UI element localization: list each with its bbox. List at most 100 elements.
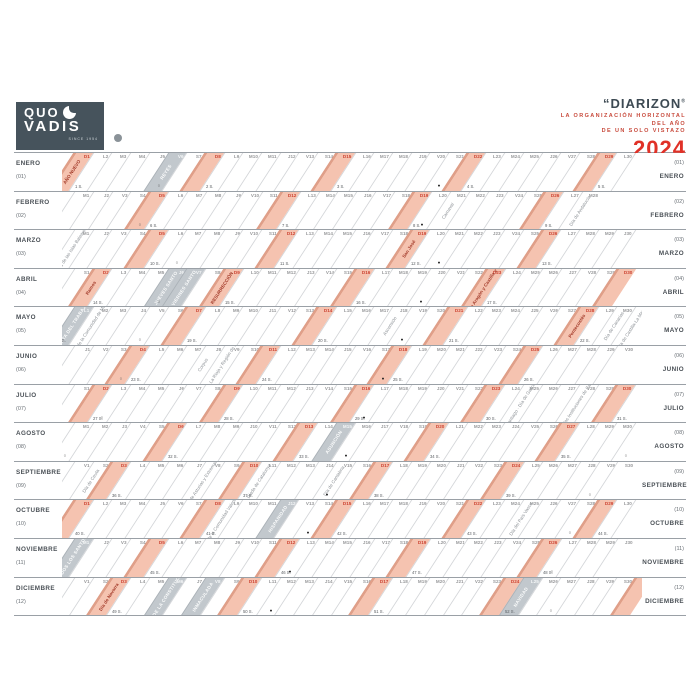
- day-cells: J1 V2 S3 D4 ○ L5 23 S. M6 M7 J8 Corpus V9 Día de La …: [62, 345, 642, 384]
- month-number: (10): [674, 507, 684, 514]
- month-name: MARZO: [658, 250, 684, 258]
- month-name: DICIEMBRE: [16, 584, 55, 592]
- week-number: 43 S.: [467, 531, 478, 537]
- week-number: 50 S.: [243, 608, 253, 614]
- month-name: JULIO: [663, 404, 684, 412]
- month-row: DICIEMBRE (12) V1 S2 D3 Día de Navarra L4 49 S.…: [14, 577, 686, 617]
- month-name: MAYO: [16, 314, 36, 322]
- month-label-left: NOVIEMBRE (11): [14, 538, 62, 577]
- month-name: AGOSTO: [16, 430, 46, 438]
- month-name: SEPTIEMBRE: [16, 468, 61, 476]
- month-name: NOVIEMBRE: [642, 558, 684, 566]
- full-moon-icon: ○: [157, 298, 161, 304]
- month-label-right: (07) JULIO: [642, 384, 686, 423]
- week-number: 4 S.: [467, 184, 475, 190]
- week-number: 31 S.: [617, 415, 627, 421]
- week-number: 16 S.: [355, 299, 366, 305]
- day-label: D12: [288, 192, 297, 198]
- week-number: 49 S.: [112, 608, 122, 614]
- month-name: ENERO: [659, 173, 684, 180]
- week-number: 41 S.: [205, 531, 216, 537]
- full-moon-icon: ○: [138, 221, 142, 227]
- day-label: L13: [307, 192, 316, 198]
- month-number: (11): [674, 545, 684, 552]
- week-number: 28 S.: [224, 415, 235, 421]
- week-number: 25 S.: [393, 377, 404, 383]
- logo-since-text: SINCE 1954: [68, 137, 98, 141]
- day-label: V24: [514, 192, 523, 198]
- new-moon-icon: ●: [421, 221, 424, 227]
- month-number: (08): [674, 430, 684, 437]
- month-name: OCTUBRE: [650, 520, 684, 528]
- new-moon-icon: ●: [419, 298, 423, 304]
- month-name: JULIO: [16, 391, 37, 399]
- new-moon-icon: ●: [344, 452, 347, 458]
- week-number: 42 S.: [336, 531, 347, 537]
- week-number: 6 S.: [150, 222, 158, 228]
- week-number: 47 S.: [412, 570, 422, 576]
- month-number: (08): [16, 444, 26, 451]
- month-number: (06): [16, 366, 26, 373]
- month-number: (09): [674, 468, 684, 475]
- month-name: DICIEMBRE: [645, 597, 684, 605]
- day-label: M28: [586, 346, 596, 352]
- week-number: 21 S.: [448, 338, 459, 344]
- tagline-line-2: DEL AÑO: [651, 120, 686, 127]
- week-number: 40 S.: [74, 531, 85, 537]
- month-number: (09): [16, 482, 26, 489]
- month-row: ENERO (01) D1 AÑO NUEVO L2 1 S. M3 M4 J5 V6 REYES ○…: [14, 153, 686, 192]
- week-number: 18 S.: [62, 338, 66, 344]
- month-row: JULIO (07) S1 D2 L3 27 S. ○ M4 M5 J6 V7 S8 D9 L10 28 S…: [14, 384, 686, 424]
- month-name: NOVIEMBRE: [16, 545, 58, 553]
- week-number: 9 S.: [545, 222, 553, 228]
- day-cells: S1 D2 L3 27 S. ○ M4 M5 J6 V7 S8 D9 L10 28 S. M11 M12 J1…: [62, 384, 642, 423]
- day-cells: M1 TODOS LOS SANTOS J2 V3 S4 D5 L6 45 S. M7 M8 J9 V…: [62, 538, 642, 577]
- month-label-left: OCTUBRE (10): [14, 500, 62, 538]
- month-name: JUNIO: [16, 352, 38, 360]
- month-row: ABRIL (04) S1 D2 Ramos L3 14 S. M4 M5 J6 JUEVES SA…: [14, 268, 686, 308]
- month-label-right: (11) NOVIEMBRE: [642, 538, 686, 577]
- month-number: (05): [16, 328, 26, 335]
- month-row: OCTUBRE (10) D1 L2 40 S. M3 M4 J5 V6 S7 D8 L9 Día de…: [14, 500, 686, 539]
- month-label-right: (02) FEBRERO: [642, 191, 686, 230]
- logo-text-quo: QUO: [24, 105, 60, 120]
- month-label-left: JULIO (07): [14, 384, 62, 423]
- day-label: S15: [343, 385, 352, 391]
- day-label: M13: [305, 346, 315, 352]
- new-moon-icon: ●: [400, 336, 403, 342]
- week-number: 13 S.: [542, 261, 553, 267]
- day-label: S18: [401, 192, 410, 198]
- month-number: (01): [674, 160, 684, 166]
- new-moon-icon: ●: [382, 375, 385, 381]
- week-number: 22 S.: [579, 338, 590, 344]
- month-number: (06): [674, 352, 684, 359]
- day-cells: M1 ○ M2 J3 V4 S5 D6 L7 32 S. M8 M9 J10 V11 S12 D13 L14 3…: [62, 423, 642, 461]
- week-number: 32 S.: [168, 454, 179, 460]
- quo-vadis-logo: QUO VADIS SINCE 1954: [16, 102, 104, 150]
- week-number: 23 S.: [131, 377, 141, 383]
- tagline-line-3: DE UN SOLO VISTAZO: [601, 128, 686, 134]
- full-moon-icon: ○: [588, 491, 591, 497]
- full-moon-icon: ○: [157, 182, 160, 188]
- month-label-left: AGOSTO (08): [14, 423, 62, 461]
- week-number: 51 S.: [374, 608, 384, 614]
- week-number: 45 S.: [149, 570, 160, 576]
- day-label: M18: [398, 385, 408, 391]
- week-number: 12 S.: [411, 261, 422, 267]
- certification-mark: [114, 134, 125, 142]
- week-number: 19 S.: [186, 338, 197, 344]
- month-number: (11): [16, 559, 26, 566]
- month-name: FEBRERO: [650, 211, 684, 219]
- title-block: “DIARIZON® LA ORGANIZACIÓN HORIZONTAL DE…: [561, 96, 686, 160]
- day-label: M20: [436, 462, 446, 468]
- week-number: 35 S.: [561, 454, 571, 460]
- month-label-right: (01) ENERO: [642, 153, 686, 191]
- month-number: (12): [674, 584, 684, 591]
- month-label-left: MAYO (05): [14, 307, 62, 345]
- title-text: DIARIZON: [610, 96, 682, 111]
- tagline-line-1: LA ORGANIZACIÓN HORIZONTAL: [560, 113, 686, 119]
- week-number: 24 S.: [262, 377, 272, 383]
- month-number: (07): [16, 405, 26, 412]
- month-label-right: (10) OCTUBRE: [642, 500, 686, 538]
